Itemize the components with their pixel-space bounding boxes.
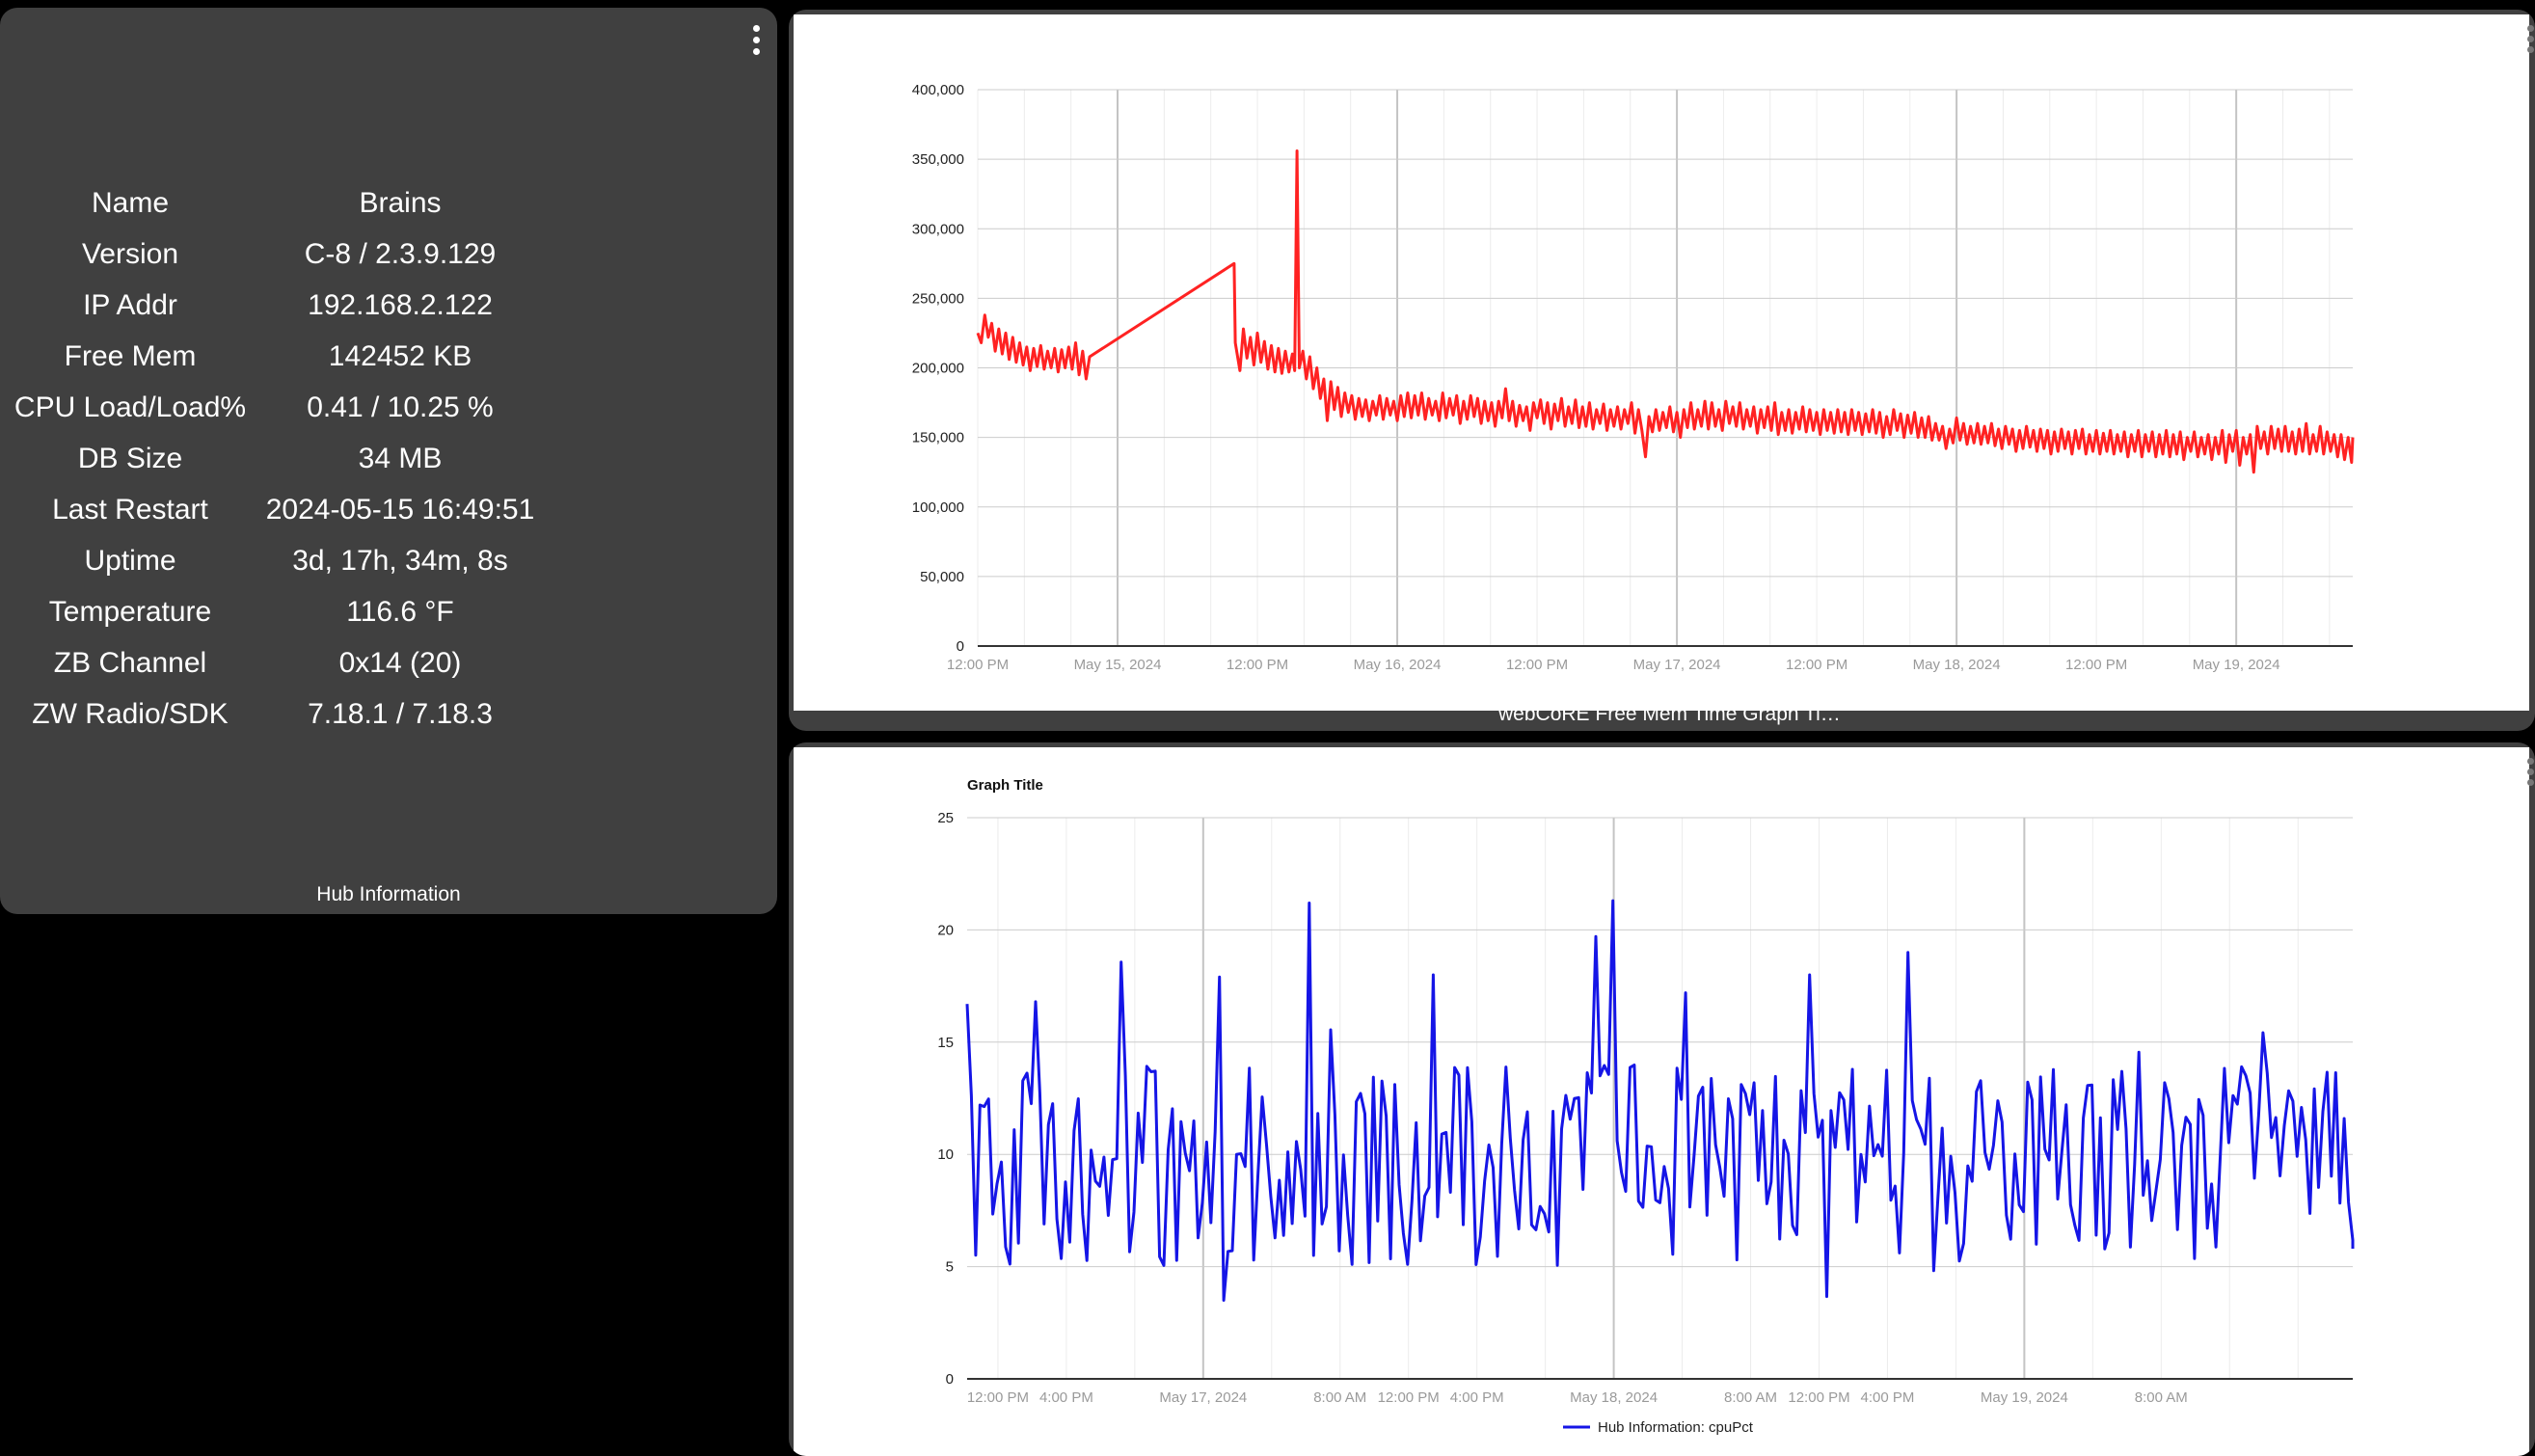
hub-info-value: 0x14 (20) [338,646,462,679]
x-tick-label: 4:00 PM [1861,1389,1915,1406]
x-tick-label: 8:00 AM [1724,1389,1777,1406]
x-tick-label: May 16, 2024 [1354,657,1442,673]
hub-info-value: 34 MB [358,442,443,474]
y-tick-label: 250,000 [912,290,964,307]
y-tick-label: 5 [946,1259,954,1276]
y-tick-label: 150,000 [912,430,964,446]
y-tick-label: 200,000 [912,361,964,377]
hub-info-row: Version C-8 / 2.3.9.129 [0,229,540,280]
series-line [965,899,2355,1302]
free-mem-chart: 0 50,000 100,000 150,000 200,000 250,000 300,0… [912,82,2355,673]
more-vertical-icon[interactable] [2527,25,2535,57]
hub-info-value: 142452 KB [328,339,472,372]
hub-info-row: ZW Radio/SDK 7.18.1 / 7.18.3 [0,688,540,740]
chart-title: Graph Title [967,777,1043,794]
x-tick-label: 12:00 PM [1227,657,1288,673]
x-tick-label: May 18, 2024 [1570,1389,1658,1406]
hub-info-key: Uptime [84,544,176,577]
tile-title: webCoRE Free Mem Time Graph Ti… [1498,703,1841,725]
x-tick-label: 4:00 PM [1039,1389,1093,1406]
x-tick-label: May 15, 2024 [1074,657,1162,673]
series-line [976,149,2355,474]
hub-info-row: ZB Channel 0x14 (20) [0,637,540,688]
hub-info-key: Free Mem [64,339,197,372]
hub-info-value: 2024-05-15 16:49:51 [265,493,535,526]
hub-info-value: 3d, 17h, 34m, 8s [292,544,508,577]
x-tick-label: 8:00 AM [2135,1389,2188,1406]
free-mem-graph-tile[interactable]: 0 50,000 100,000 150,000 200,000 250,000 300,0… [789,10,2535,731]
hub-info-value: 7.18.1 / 7.18.3 [308,697,493,730]
x-tick-label: 12:00 PM [2065,657,2127,673]
y-tick-label: 400,000 [912,82,964,98]
x-tick-label: May 17, 2024 [1159,1389,1247,1406]
y-tick-label: 0 [957,638,964,655]
hub-info-key: DB Size [77,442,183,474]
chart-panel: 0 50,000 100,000 150,000 200,000 250,000 300,0… [794,14,2529,711]
x-tick-label: May 18, 2024 [1913,657,2001,673]
x-tick-label: 12:00 PM [1506,657,1568,673]
x-tick-label: 12:00 PM [967,1389,1029,1406]
hub-info-row: Free Mem 142452 KB [0,331,540,382]
hub-info-key: Last Restart [52,493,208,526]
x-tick-label: May 19, 2024 [2193,657,2280,673]
y-tick-label: 350,000 [912,151,964,168]
hub-info-key: CPU Load/Load% [13,391,247,423]
hub-info-key: IP Addr [83,288,177,321]
x-tick-label: 12:00 PM [947,657,1009,673]
hub-info-value: C-8 / 2.3.9.129 [304,237,497,270]
hub-info-value: 116.6 °F [346,595,454,628]
cpu-pct-graph-tile[interactable]: 0 5 10 15 20 25 12:00 PM 4:00 PM May 17, 2024 8:0… [789,742,2535,1456]
x-tick-label: 8:00 AM [1313,1389,1366,1406]
chart-panel: 0 5 10 15 20 25 12:00 PM 4:00 PM May 17, 2024 8:0… [794,747,2529,1456]
hub-info-row: Name Brains [0,177,540,229]
hub-info-key: Version [81,237,179,270]
hub-info-row: Last Restart 2024-05-15 16:49:51 [0,484,540,535]
more-vertical-icon[interactable] [2527,758,2535,790]
hub-info-value: Brains [359,186,442,219]
y-tick-label: 100,000 [912,499,964,516]
hub-info-key: ZW Radio/SDK [32,697,229,730]
hub-info-table: Name Brains Version C-8 / 2.3.9.129 IP Addr 1… [0,177,540,740]
hub-information-tile[interactable]: Name Brains Version C-8 / 2.3.9.129 IP Addr 1… [0,8,777,914]
hub-info-value: 192.168.2.122 [308,288,493,321]
tile-title: Hub Information [316,883,461,905]
cpu-pct-chart: 0 5 10 15 20 25 12:00 PM 4:00 PM May 17, 2024 8:0… [937,777,2355,1436]
y-tick-label: 50,000 [920,569,964,585]
x-tick-label: May 19, 2024 [1981,1389,2068,1406]
y-tick-label: 25 [937,810,954,826]
y-tick-label: 15 [937,1035,954,1051]
x-tick-label: 12:00 PM [1788,1389,1849,1406]
hub-info-key: Name [91,186,170,219]
y-tick-label: 0 [946,1371,954,1388]
hub-info-row: DB Size 34 MB [0,433,540,484]
x-tick-label: 4:00 PM [1450,1389,1504,1406]
hub-info-key: Temperature [48,595,212,628]
legend-entry: Hub Information: cpuPct [1598,1419,1754,1436]
x-tick-label: 12:00 PM [1378,1389,1440,1406]
hub-info-row: Uptime 3d, 17h, 34m, 8s [0,535,540,586]
hub-info-row: Temperature 116.6 °F [0,586,540,637]
hub-info-row: CPU Load/Load% 0.41 / 10.25 % [0,382,540,433]
more-vertical-icon[interactable] [748,25,764,62]
y-tick-label: 300,000 [912,221,964,237]
y-tick-label: 10 [937,1146,954,1163]
hub-info-row: IP Addr 192.168.2.122 [0,280,540,331]
y-tick-label: 20 [937,922,954,938]
x-tick-label: May 17, 2024 [1633,657,1721,673]
x-tick-label: 12:00 PM [1786,657,1847,673]
hub-info-key: ZB Channel [53,646,207,679]
hub-info-value: 0.41 / 10.25 % [307,391,494,423]
